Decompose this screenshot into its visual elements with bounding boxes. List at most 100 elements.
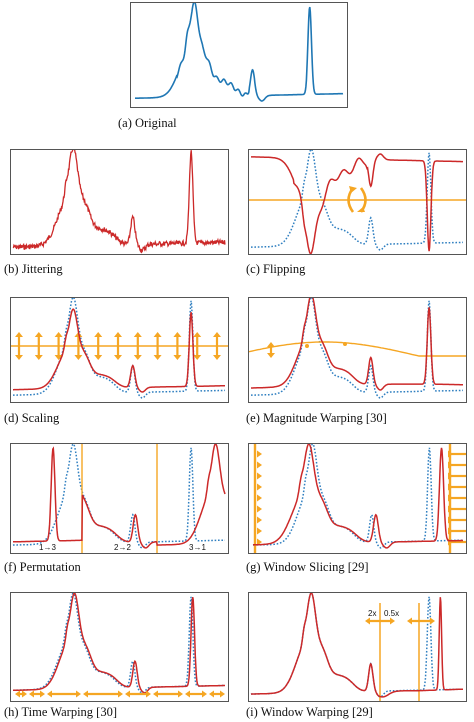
arrow-head xyxy=(76,690,81,698)
arrow-head xyxy=(257,516,262,524)
caption-window-warping: (i) Window Warping [29] xyxy=(246,705,373,719)
original-plot xyxy=(135,3,344,102)
panel-magnitude-warping xyxy=(248,297,467,403)
arrow-head xyxy=(213,332,221,337)
panel-scaling xyxy=(10,297,229,403)
arrow-head xyxy=(173,355,182,360)
arrow-head xyxy=(267,342,275,347)
arrow-head xyxy=(153,332,162,337)
arrow-head xyxy=(257,527,262,535)
original-series-dotted-line xyxy=(13,593,225,694)
arrow-head xyxy=(220,690,225,698)
arrow-head xyxy=(94,355,103,360)
flipping-plot xyxy=(249,150,466,254)
flipped-series-line xyxy=(251,153,463,254)
arrow-head xyxy=(448,516,453,524)
arrow-head xyxy=(94,332,103,337)
arrow-head xyxy=(448,461,453,469)
scaled-series-line xyxy=(13,308,225,393)
warping-knot-icon xyxy=(267,342,347,358)
speed-label-2x: 2x xyxy=(368,609,376,618)
arrow-head xyxy=(257,450,262,458)
arrow-head xyxy=(193,355,202,360)
arrow-head xyxy=(133,332,142,337)
permutation-plot: 1→3 2→2 3→1 xyxy=(12,444,226,553)
time-warp-arrows-icon xyxy=(15,690,225,698)
arrow-head xyxy=(430,617,435,625)
time-warping-plot xyxy=(13,593,225,698)
caption-flipping: (c) Flipping xyxy=(246,262,306,276)
arrow-head xyxy=(153,355,162,360)
caption-window-slicing: (g) Window Slicing [29] xyxy=(246,560,369,574)
window-warping-plot: 2x 0.5x xyxy=(250,593,463,701)
arrow-head xyxy=(74,355,83,360)
arrow-head xyxy=(448,494,453,502)
caption-jittering: (b) Jittering xyxy=(4,262,63,276)
arrow-head xyxy=(47,690,52,698)
original-series-dotted-line xyxy=(251,150,463,251)
permuted-series-line xyxy=(13,444,226,549)
arrow-head xyxy=(257,505,262,513)
flip-arrow-icon xyxy=(347,186,367,213)
arrow-head xyxy=(209,690,214,698)
arrow-head xyxy=(193,332,202,337)
scale-arrows-icon xyxy=(15,332,221,360)
slice-left-bracket-icon xyxy=(253,444,262,553)
arrow-head xyxy=(34,332,43,337)
arrow-head xyxy=(54,332,63,337)
arrow-head xyxy=(213,355,221,360)
caption-permutation: (f) Permutation xyxy=(4,560,81,574)
jittering-plot xyxy=(12,150,226,254)
jittered-series-line xyxy=(12,150,226,254)
segment-label-2: 2→2 xyxy=(114,543,131,552)
arrow-head xyxy=(448,450,453,458)
panel-original xyxy=(130,2,348,108)
arrow-head xyxy=(257,538,262,546)
arrow-head xyxy=(267,353,275,358)
arrow-head xyxy=(40,690,45,698)
caption-time-warping: (h) Time Warping [30] xyxy=(4,705,117,719)
panel-flipping xyxy=(248,149,467,255)
arrow-head xyxy=(173,332,182,337)
sliced-series-line xyxy=(253,444,463,549)
arrow-head xyxy=(365,617,370,625)
arrow-head xyxy=(133,355,142,360)
arrow-head xyxy=(146,690,151,698)
scaling-plot xyxy=(11,298,228,399)
segment-label-3: 3→1 xyxy=(189,543,206,552)
arrow-head xyxy=(114,355,122,360)
segment-label-1: 1→3 xyxy=(39,543,56,552)
warped-series-line xyxy=(251,298,463,391)
arrow-head xyxy=(34,355,43,360)
arrow-head xyxy=(15,332,23,337)
original-series-dotted-line xyxy=(252,444,463,549)
arrow-head xyxy=(15,355,23,360)
arrow-head xyxy=(407,617,412,625)
window-slicing-plot xyxy=(252,444,466,553)
arrow-head xyxy=(202,690,207,698)
magnitude-warping-plot xyxy=(249,298,466,399)
original-series-line xyxy=(135,3,344,102)
arrow-head xyxy=(390,617,395,625)
arrow-head xyxy=(448,527,453,535)
arrow-head xyxy=(448,483,453,491)
panel-permutation: 1→3 2→2 3→1 xyxy=(10,443,229,554)
window-warp-arrows-icon xyxy=(365,617,435,625)
arrow-head xyxy=(185,690,190,698)
caption-original: (a) Original xyxy=(118,116,177,130)
arrow-head xyxy=(257,461,262,469)
arrow-head xyxy=(125,690,130,698)
arrow-head xyxy=(22,690,27,698)
panel-time-warping xyxy=(10,592,229,702)
arrow-head xyxy=(153,690,158,698)
arrow-head xyxy=(15,690,20,698)
arrow-head xyxy=(257,483,262,491)
window-warped-series-line xyxy=(250,593,463,698)
original-series-dotted-line xyxy=(250,593,463,698)
slice-right-bracket-icon xyxy=(448,444,466,553)
arrow-head xyxy=(118,690,123,698)
caption-magnitude-warping: (e) Magnitude Warping [30] xyxy=(246,411,387,425)
warping-curve-line xyxy=(249,341,466,357)
speed-label-0.5x: 0.5x xyxy=(384,609,399,618)
caption-scaling: (d) Scaling xyxy=(4,411,60,425)
